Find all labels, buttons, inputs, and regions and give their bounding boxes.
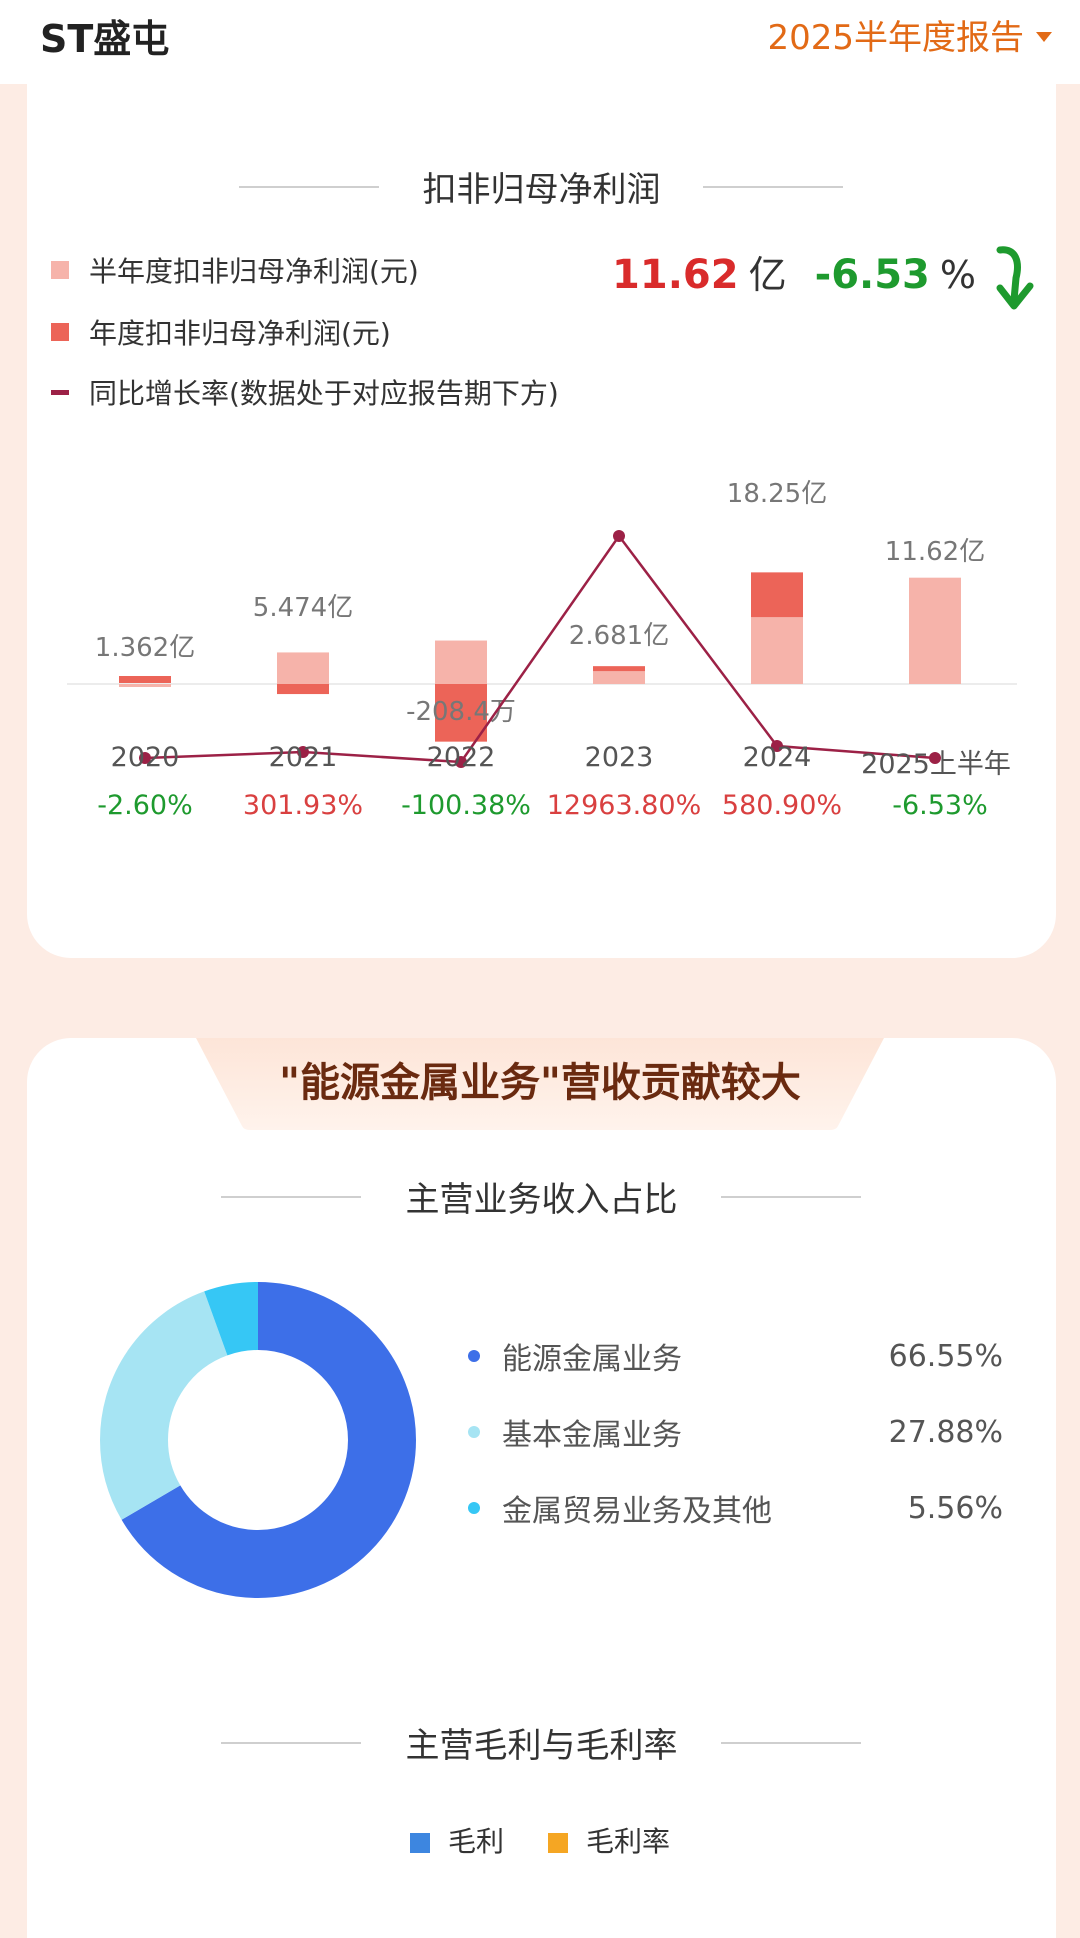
margin-legend: 毛利 毛利率	[0, 1820, 1080, 1860]
year-label-2022: 2022	[426, 742, 496, 773]
growth-point-2023	[613, 530, 625, 542]
donut-slice-2[interactable]	[100, 1282, 416, 1598]
highlight-banner-bg	[196, 1038, 884, 1130]
bar-half-2021	[277, 652, 329, 684]
margin-legend-label: 毛利	[447, 1825, 504, 1858]
title-divider-right	[721, 1196, 861, 1198]
pie-legend-label: 能源金属业务	[502, 1342, 682, 1377]
year-label-2021: 2021	[268, 742, 338, 773]
rate-label-2021: 301.93%	[242, 790, 364, 821]
pie-legend-item-trade[interactable]: 金属贸易业务及其他 5.56%	[468, 1486, 1003, 1530]
bar-half-2023	[593, 671, 645, 684]
bar-value-label-2021: 5.474亿	[253, 593, 353, 623]
title-divider-right	[721, 1742, 861, 1744]
legend-swatch-growth	[51, 389, 69, 395]
bar-value-label-2025上半年: 11.62亿	[885, 537, 985, 567]
report-period-label: 2025半年度报告	[767, 18, 1024, 58]
profit-chart: 1.362亿 5.474亿 -208.4万 2.681亿 18.25亿 11.62亿	[67, 479, 1017, 768]
revenue-donut-chart	[100, 1282, 416, 1598]
legend-growth[interactable]: 同比增长率(数据处于对应报告期下方)	[51, 372, 559, 412]
title-divider-right	[703, 186, 843, 188]
rate-label-2023: 12963.80%	[546, 790, 702, 821]
pie-legend-label: 金属贸易业务及其他	[502, 1494, 772, 1529]
year-label-2025h1: 2025上半年	[861, 749, 1011, 780]
bar-annual-2022	[435, 684, 487, 742]
bar-annual-2024	[751, 572, 803, 618]
rate-label-2024: 580.90%	[721, 790, 843, 821]
latest-change: -6.53	[814, 252, 930, 298]
bar-half-2020	[119, 684, 171, 687]
margin-section-title: 主营毛利与毛利率	[405, 1726, 678, 1766]
legend-growth-label: 同比增长率(数据处于对应报告期下方)	[89, 377, 559, 410]
pie-legend-label: 基本金属业务	[502, 1418, 682, 1453]
growth-point-2025上半年	[929, 752, 941, 764]
legend-dot-icon	[468, 1350, 480, 1362]
latest-value: 11.62	[612, 252, 739, 298]
donut-slice-3[interactable]	[100, 1282, 416, 1598]
top-header: ST盛屯 2025半年度报告	[0, 0, 1080, 84]
report-period-selector[interactable]: 2025半年度报告	[767, 10, 1052, 59]
legend-half-label: 半年度扣非归母净利润(元)	[89, 255, 419, 288]
bar-half-2024	[751, 617, 803, 684]
stock-name: ST盛屯	[40, 17, 170, 61]
margin-legend-gross-margin[interactable]: 毛利率	[548, 1820, 670, 1860]
legend-swatch-annual	[51, 323, 69, 341]
bar-half-2022	[435, 640, 487, 684]
highlight-banner-text: "能源金属业务"营收贡献较大	[279, 1060, 801, 1106]
margin-legend-label: 毛利率	[586, 1825, 671, 1858]
bar-value-label-2020: 1.362亿	[95, 633, 195, 663]
rate-label-2020: -2.60%	[97, 790, 193, 821]
growth-point-2020	[139, 752, 151, 764]
growth-point-2022	[455, 756, 467, 768]
legend-dot-icon	[468, 1426, 480, 1438]
pie-legend-value: 27.88%	[888, 1414, 1003, 1450]
year-label-2024: 2024	[742, 742, 812, 773]
title-divider-left	[221, 1196, 361, 1198]
margin-legend-gross-profit[interactable]: 毛利	[409, 1820, 504, 1860]
bar-value-label-2022: -208.4万	[406, 697, 516, 727]
legend-swatch-half	[51, 261, 69, 279]
legend-swatch-gross-profit	[409, 1833, 430, 1853]
year-label-2023: 2023	[584, 742, 654, 773]
caret-down-icon	[1036, 31, 1052, 42]
pie-legend-item-basic[interactable]: 基本金属业务 27.88%	[468, 1410, 1003, 1454]
legend-dot-icon	[468, 1502, 480, 1514]
growth-rate-line	[144, 533, 936, 764]
arrow-down-icon	[996, 246, 1034, 310]
legend-half-year[interactable]: 半年度扣非归母净利润(元)	[51, 250, 419, 290]
profit-card: 扣非归母净利润 半年度扣非归母净利润(元) 年度扣非归母净利润(元) 同比增长率…	[27, 84, 1056, 958]
business-section-title: 主营业务收入占比	[405, 1180, 678, 1220]
bar-value-label-2023: 2.681亿	[569, 621, 669, 651]
bar-annual-2023	[593, 666, 645, 672]
growth-point-2024	[771, 740, 783, 752]
title-divider-left	[239, 186, 379, 188]
growth-point-2021	[297, 746, 309, 758]
profit-section-title: 扣非归母净利润	[422, 170, 661, 210]
legend-annual[interactable]: 年度扣非归母净利润(元)	[51, 312, 391, 352]
bar-half-2025上半年	[909, 577, 961, 684]
bar-value-label-2024: 18.25亿	[727, 479, 827, 509]
latest-summary: 11.62 亿 -6.53 %	[612, 244, 976, 299]
bar-annual-2021	[277, 684, 329, 695]
latest-change-unit: %	[939, 253, 976, 297]
rate-label-2025h1: -6.53%	[892, 790, 988, 821]
title-divider-left	[221, 1742, 361, 1744]
legend-annual-label: 年度扣非归母净利润(元)	[89, 317, 391, 350]
business-card: 主营业务收入占比 主营毛利与毛利率	[27, 1038, 1056, 1938]
bar-annual-2020	[119, 676, 171, 683]
latest-unit: 亿	[748, 253, 787, 297]
pie-legend-item-energy[interactable]: 能源金属业务 66.55%	[468, 1334, 1003, 1378]
legend-swatch-gross-margin	[548, 1833, 568, 1853]
rate-label-2022: -100.38%	[401, 790, 531, 821]
year-label-2020: 2020	[110, 742, 180, 773]
pie-legend-value: 66.55%	[888, 1338, 1003, 1374]
pie-legend-value: 5.56%	[907, 1490, 1003, 1526]
